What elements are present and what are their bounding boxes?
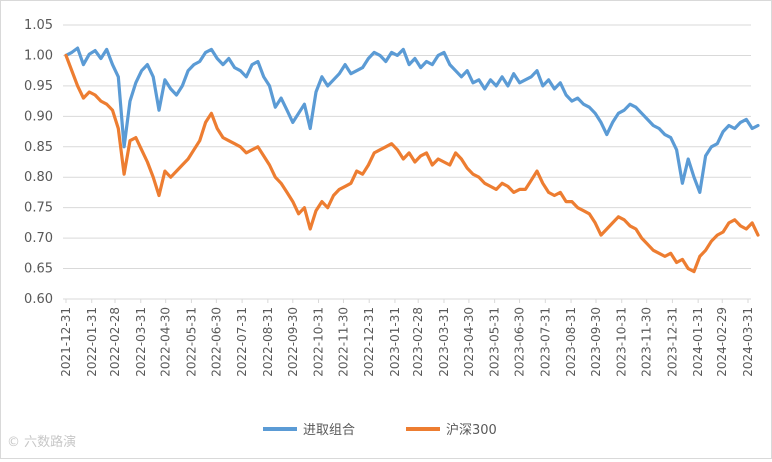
y-tick-label: 0.60 [24,292,53,307]
x-tick-label: 2024-02-29 [715,307,729,377]
x-tick-label: 2023-10-31 [615,307,629,377]
x-tick-label: 2023-08-31 [564,307,578,377]
x-tick-label: 2023-12-31 [665,307,679,377]
x-tick-label: 2024-03-31 [741,307,755,377]
x-tick-label: 2022-12-31 [362,307,376,377]
series-line-1 [64,46,760,194]
x-tick-label: 2023-01-31 [388,307,402,377]
x-tick-label: 2022-02-28 [108,307,122,377]
x-tick-label: 2024-01-31 [691,307,705,377]
x-tick-label: 2023-09-30 [589,307,603,377]
x-tick-label: 2023-04-30 [462,307,476,377]
x-tick-label: 2023-11-30 [640,307,654,377]
x-tick-label: 2023-07-31 [538,307,552,377]
x-tick-label: 2022-09-30 [286,307,300,377]
watermark-text: 六数路演 [24,435,77,450]
x-tick-label: 2023-02-28 [411,307,425,377]
y-tick-label: 0.80 [24,170,53,185]
series-line-2 [64,53,760,274]
x-tick-label: 2023-03-31 [437,307,451,377]
x-tick-label: 2022-08-31 [261,307,275,377]
x-tick-label: 2022-10-31 [312,307,326,377]
x-tick-label: 2022-06-30 [209,307,223,377]
watermark-logo-icon: © [7,435,20,450]
x-tick-label: 2021-12-31 [59,307,73,377]
y-tick-label: 0.85 [24,140,53,155]
x-tick-label: 2022-03-31 [134,307,148,377]
y-tick-label: 0.65 [24,262,53,277]
x-tick-label: 2023-05-31 [488,307,502,377]
y-tick-label: 1.05 [24,18,53,33]
x-tick-label: 2022-05-31 [184,307,198,377]
axes: 1.05 1.00 0.95 0.90 0.85 0.80 0.75 0.70 0.65 0.60… [24,18,755,377]
x-tick-label: 2022-04-30 [159,307,173,377]
legend-label-1: 进取组合 [303,423,355,438]
y-tick-label: 0.70 [24,231,53,246]
y-tick-label: 0.90 [24,109,53,124]
x-tick-label: 2023-06-30 [513,307,527,377]
legend-label-2: 沪深300 [446,422,497,438]
y-tick-label: 0.95 [24,79,53,94]
x-tick-label: 2022-01-31 [85,307,99,377]
y-tick-label: 0.75 [24,201,53,216]
grid [63,24,751,300]
x-tick-label: 2022-11-30 [336,307,350,377]
x-tick-label: 2022-07-31 [235,307,249,377]
legend: 进取组合 沪深300 [263,422,497,438]
series [64,46,760,274]
y-tick-label: 1.00 [24,48,53,63]
watermark: © 六数路演 [7,431,76,450]
